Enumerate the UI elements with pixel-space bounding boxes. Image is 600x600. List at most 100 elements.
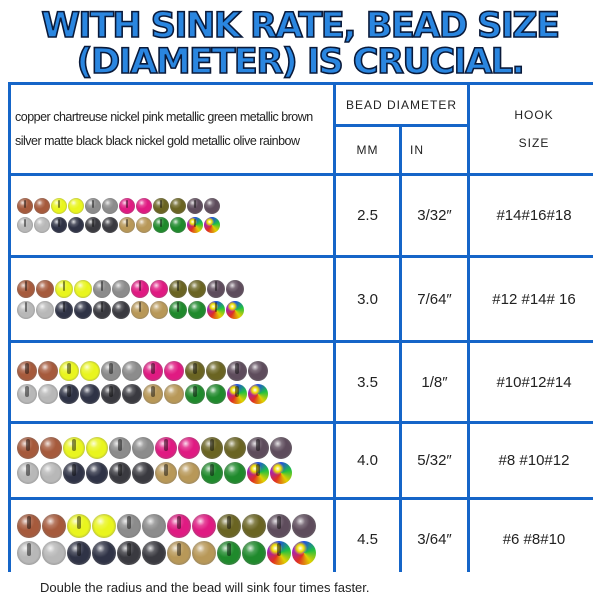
bead-icon <box>93 300 111 319</box>
hook-label: HOOK <box>514 108 554 122</box>
bead-icon <box>267 540 291 565</box>
bead-icon <box>17 437 39 459</box>
bead-icon <box>201 462 223 484</box>
bead-icon <box>119 198 135 214</box>
color-names-line-1: copper chartreuse nickel pink metallic g… <box>15 110 313 124</box>
mm-value: 3.0 <box>336 258 399 340</box>
bead-icon <box>164 383 184 404</box>
bead-icon <box>102 217 118 233</box>
bead-row-bottom <box>17 462 292 484</box>
bead-icon <box>192 540 216 565</box>
bead-icon <box>187 217 203 233</box>
bead-icon <box>17 279 35 298</box>
in-value: 3/64″ <box>402 500 467 578</box>
bead-icon <box>93 279 111 298</box>
bead-icon <box>42 513 66 538</box>
bead-icon <box>122 360 142 381</box>
mm-value: 2.5 <box>336 176 399 255</box>
bead-icon <box>17 513 41 538</box>
in-value: 7/64″ <box>402 258 467 340</box>
bead-icon <box>204 198 220 214</box>
bead-icon <box>201 437 223 459</box>
bead-icon <box>206 383 226 404</box>
mm-value: 3.5 <box>336 343 399 421</box>
bead-icon <box>242 540 266 565</box>
bead-icon <box>38 360 58 381</box>
bead-icon <box>17 360 37 381</box>
bead-icon <box>68 198 84 214</box>
hook-size-value: #8 #10#12 <box>470 424 598 497</box>
mm-value: 4.0 <box>336 424 399 497</box>
bead-icon <box>17 198 33 214</box>
hook-size-value: #12 #14# 16 <box>470 258 598 340</box>
bead-icon <box>188 279 206 298</box>
bead-row-bottom <box>17 383 268 404</box>
bead-icon <box>63 462 85 484</box>
color-names-header: copper chartreuse nickel pink metallic g… <box>11 85 333 173</box>
bead-icon <box>92 540 116 565</box>
bead-icon <box>109 462 131 484</box>
bead-icon <box>101 383 121 404</box>
bead-icon <box>122 383 142 404</box>
size-label: SIZE <box>518 136 550 150</box>
bead-icon <box>136 198 152 214</box>
bead-icon <box>34 198 50 214</box>
bead-icon <box>248 383 268 404</box>
bead-icon <box>142 513 166 538</box>
bead-icon <box>270 437 292 459</box>
bead-icon <box>204 217 220 233</box>
bead-size-table: copper chartreuse nickel pink metallic g… <box>8 82 598 578</box>
in-value: 5/32″ <box>402 424 467 497</box>
bead-icon <box>224 462 246 484</box>
bead-icon <box>131 279 149 298</box>
in-value: 3/32″ <box>402 176 467 255</box>
bead-icon <box>170 217 186 233</box>
hook-size-header: HOOK SIZE <box>470 85 598 173</box>
bead-icon <box>102 198 118 214</box>
bead-icon <box>170 198 186 214</box>
bead-icon <box>226 300 244 319</box>
bead-icon <box>85 217 101 233</box>
bead-icon <box>132 462 154 484</box>
bead-samples <box>11 343 333 421</box>
hook-size-value: #6 #8#10 <box>470 500 598 578</box>
title-line-2: (DIAMETER) IS CRUCIAL. <box>76 42 526 82</box>
bead-icon <box>67 540 91 565</box>
bead-icon <box>40 437 62 459</box>
bead-icon <box>38 383 58 404</box>
bead-icon <box>178 462 200 484</box>
bead-icon <box>169 279 187 298</box>
bead-icon <box>188 300 206 319</box>
bead-icon <box>17 462 39 484</box>
bead-row-top <box>17 279 244 298</box>
bead-icon <box>17 217 33 233</box>
bead-icon <box>59 383 79 404</box>
bead-icon <box>207 300 225 319</box>
bead-icon <box>248 360 268 381</box>
bead-row-top <box>17 513 316 538</box>
color-names-line-2: silver matte black black nickel gold met… <box>15 134 300 148</box>
bead-icon <box>136 217 152 233</box>
bead-icon <box>112 300 130 319</box>
bead-icon <box>247 437 269 459</box>
bead-icon <box>153 217 169 233</box>
bead-icon <box>92 513 116 538</box>
bead-icon <box>40 462 62 484</box>
bead-icon <box>150 279 168 298</box>
bead-icon <box>242 513 266 538</box>
bead-icon <box>150 300 168 319</box>
bead-icon <box>51 198 67 214</box>
bead-icon <box>80 360 100 381</box>
footer-note: Double the radius and the bead will sink… <box>40 580 370 595</box>
bead-samples <box>11 176 333 255</box>
title-line-1: WITH SINK RATE, BEAD SIZE <box>41 6 561 46</box>
hook-size-value: #10#12#14 <box>470 343 598 421</box>
bead-samples <box>11 258 333 340</box>
bead-icon <box>217 540 241 565</box>
bead-icon <box>34 217 50 233</box>
bead-icon <box>36 279 54 298</box>
bead-icon <box>227 383 247 404</box>
bead-icon <box>80 383 100 404</box>
bead-icon <box>164 360 184 381</box>
mm-header: MM <box>336 127 399 173</box>
